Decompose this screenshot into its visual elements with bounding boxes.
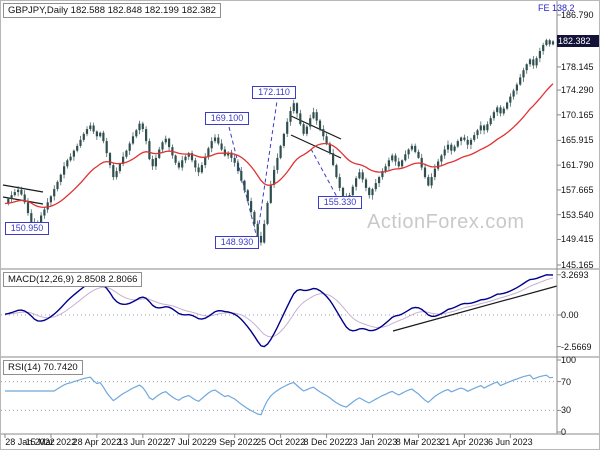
date-axis-label: 9 Sep 2022 bbox=[211, 437, 258, 447]
date-axis-label: 13 Jun 2022 bbox=[118, 437, 168, 447]
axis-tick-marks bbox=[4, 14, 561, 438]
date-axis-label: 23 Jan 2023 bbox=[347, 437, 398, 447]
price-axis-label: 186.790 bbox=[561, 10, 594, 20]
macd-axis-label: -2.5669 bbox=[561, 341, 592, 352]
price-axis-label: 157.665 bbox=[561, 184, 594, 195]
price-annotation-label[interactable]: 155.330 bbox=[318, 196, 362, 209]
panel-separators bbox=[1, 1, 599, 435]
date-axis-label: 21 Apr 2023 bbox=[440, 437, 489, 447]
macd-title: MACD(12,26,9) 2.8508 2.8066 bbox=[3, 272, 143, 287]
price-axis-label: 145.165 bbox=[561, 259, 594, 270]
symbol-ohlc-label: GBPJPY,Daily 182.588 182.848 182.199 182… bbox=[3, 3, 221, 18]
fib-extension-label[interactable]: FE 138.2 bbox=[538, 3, 575, 13]
date-axis-label: 6 Jun 2023 bbox=[488, 437, 533, 447]
current-price-box: 182.382 bbox=[557, 35, 599, 48]
price-axis-label: 174.290 bbox=[561, 85, 594, 96]
date-axis-label: 8 Mar 2023 bbox=[395, 437, 442, 447]
rsi-axis-label: 30 bbox=[561, 405, 572, 416]
date-axis-label: 15 Mar 2022 bbox=[25, 437, 77, 447]
price-axis-label: 165.915 bbox=[561, 135, 594, 146]
price-axis-label: 161.790 bbox=[561, 160, 594, 171]
rsi-series bbox=[5, 374, 554, 416]
rsi-axis-label: 0 bbox=[561, 427, 567, 437]
rsi-axis-label: 100 bbox=[561, 355, 577, 365]
date-axis-label: 28 Jan 2022 bbox=[5, 437, 55, 447]
rsi-axis-label: 70 bbox=[561, 376, 572, 387]
price-annotation-label[interactable]: 169.100 bbox=[205, 112, 249, 125]
date-axis-label: 28 Apr 2022 bbox=[72, 437, 122, 447]
price-axis-label: 149.415 bbox=[561, 234, 594, 245]
price-axis-label: 178.145 bbox=[561, 61, 594, 72]
price-annotation-label[interactable]: 150.950 bbox=[5, 222, 49, 235]
macd-axis-label: 0.00 bbox=[561, 310, 579, 320]
grid-lines bbox=[1, 314, 557, 411]
date-axis-label: 25 Oct 2022 bbox=[256, 437, 306, 447]
date-axis-label: 8 Dec 2022 bbox=[303, 437, 350, 447]
candlesticks bbox=[7, 38, 555, 246]
price-annotation-label[interactable]: 172.110 bbox=[252, 86, 296, 99]
price-axis-label: 153.540 bbox=[561, 209, 594, 220]
rsi-title: RSI(14) 70.7420 bbox=[3, 360, 83, 375]
price-axis-label: 170.165 bbox=[561, 109, 594, 120]
watermark: ActionForex.com bbox=[367, 211, 525, 233]
moving-average-line bbox=[4, 83, 554, 208]
dashed-measure-lines bbox=[228, 100, 338, 239]
price-annotation-label[interactable]: 148.930 bbox=[215, 236, 259, 249]
macd-axis-label: 3.2693 bbox=[561, 269, 589, 280]
date-axis-label: 27 Jul 2022 bbox=[165, 437, 213, 447]
